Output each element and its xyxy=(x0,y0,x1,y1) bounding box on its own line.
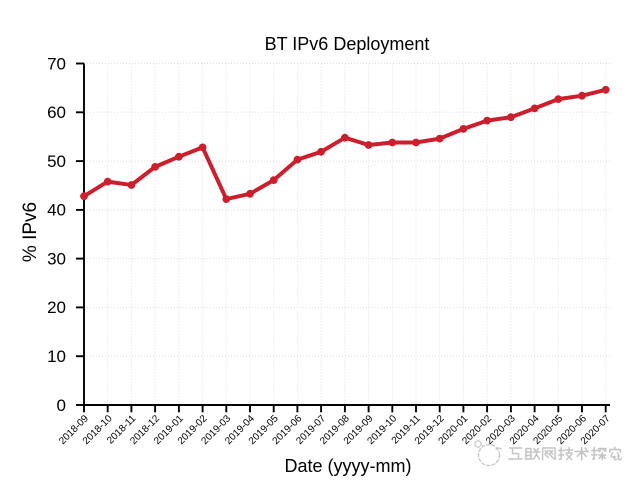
svg-text:50: 50 xyxy=(47,152,66,171)
svg-text:40: 40 xyxy=(47,201,66,220)
svg-text:20: 20 xyxy=(47,298,66,317)
svg-text:0: 0 xyxy=(57,396,66,415)
svg-text:10: 10 xyxy=(47,347,66,366)
svg-text:Date (yyyy-mm): Date (yyyy-mm) xyxy=(285,456,412,476)
svg-text:% IPv6: % IPv6 xyxy=(20,202,41,262)
svg-text:BT IPv6 Deployment: BT IPv6 Deployment xyxy=(265,34,430,54)
svg-text:60: 60 xyxy=(47,103,66,122)
svg-text:30: 30 xyxy=(47,249,66,268)
svg-text:70: 70 xyxy=(47,54,66,73)
